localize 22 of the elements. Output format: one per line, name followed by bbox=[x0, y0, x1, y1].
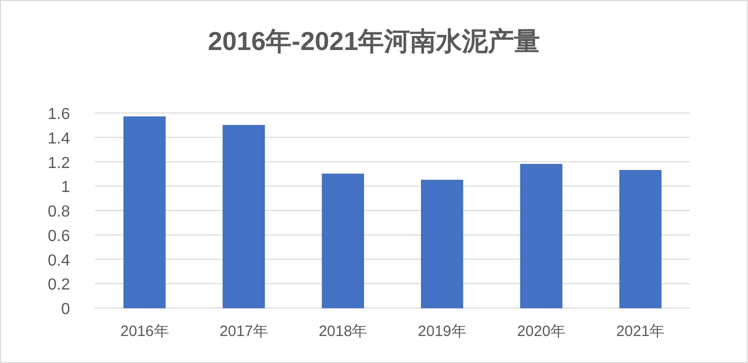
x-tick-label: 2021年 bbox=[616, 323, 665, 340]
x-tick-label: 2018年 bbox=[318, 323, 368, 340]
bar bbox=[322, 174, 364, 308]
bar bbox=[520, 164, 562, 308]
y-tick-label: 1.6 bbox=[48, 106, 70, 123]
y-tick-label: 0.6 bbox=[48, 228, 70, 245]
y-tick-label: 0.8 bbox=[48, 204, 70, 220]
y-tick-label: 1.2 bbox=[48, 154, 70, 172]
y-tick-label: 1 bbox=[61, 179, 70, 196]
bar bbox=[124, 116, 166, 308]
x-tick-label: 2020年 bbox=[517, 323, 566, 340]
bar bbox=[619, 170, 662, 308]
x-tick-label: 2017年 bbox=[220, 323, 268, 340]
bar bbox=[421, 180, 464, 308]
x-tick-label: 2016年 bbox=[120, 323, 169, 340]
y-tick-label: 0.4 bbox=[48, 252, 70, 270]
y-tick-label: 1.4 bbox=[48, 130, 70, 148]
bar bbox=[222, 124, 265, 308]
x-tick-label: 2019年 bbox=[418, 323, 466, 340]
y-tick-label: 0 bbox=[61, 301, 70, 318]
chart-title: 2016年-2021年河南水泥产量 bbox=[208, 26, 540, 56]
y-tick-label: 0.2 bbox=[48, 276, 70, 294]
